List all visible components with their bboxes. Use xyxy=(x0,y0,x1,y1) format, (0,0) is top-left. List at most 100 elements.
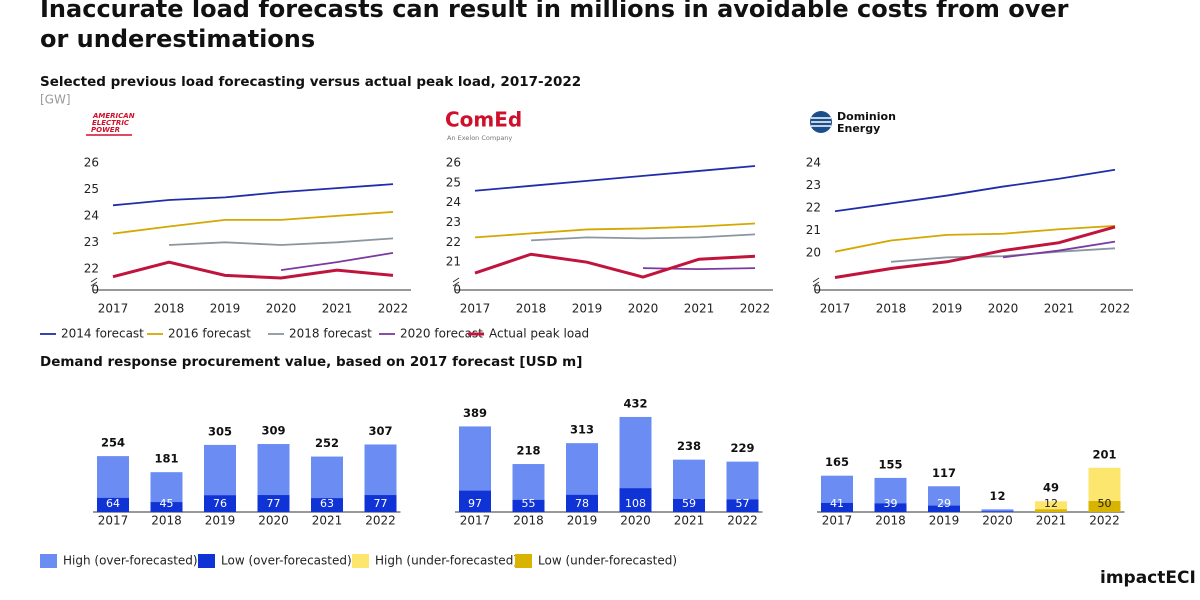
logo-icon-lines xyxy=(811,117,831,127)
bar xyxy=(204,495,236,512)
series-line xyxy=(280,252,394,271)
bar-value-label: 49 xyxy=(1043,481,1059,495)
axis-break xyxy=(452,277,460,287)
y-tick-label: 24 xyxy=(84,208,99,222)
bar-value-label: 313 xyxy=(570,423,594,437)
bar-value-label: 307 xyxy=(368,424,392,438)
bar-value-label: 57 xyxy=(736,497,750,510)
x-tick-label: 2019 xyxy=(932,302,963,316)
bar-value-label: 305 xyxy=(208,424,232,438)
legend-swatch xyxy=(352,554,369,568)
bar xyxy=(97,497,129,512)
x-tick-label: 2022 xyxy=(740,302,771,316)
x-tick-label: 2020 xyxy=(258,514,289,528)
bar-value-label: 77 xyxy=(267,497,281,510)
bar-value-label: 108 xyxy=(625,497,646,510)
legend-label: Low (over-forecasted) xyxy=(221,554,352,568)
legend-label: 2016 forecast xyxy=(168,327,251,341)
bar xyxy=(673,499,705,512)
logo-text: Dominion xyxy=(837,110,896,123)
x-tick-label: 2020 xyxy=(988,302,1019,316)
x-tick-label: 2017 xyxy=(822,514,853,528)
x-tick-label: 2020 xyxy=(982,514,1013,528)
bar-value-label: 64 xyxy=(106,497,120,510)
legend-swatch xyxy=(515,554,532,568)
bar xyxy=(981,511,1014,512)
legend-label: High (over-forecasted) xyxy=(63,554,198,568)
y-tick-label: 0 xyxy=(453,283,461,297)
series-line xyxy=(1002,240,1116,259)
legend-label: 2014 forecast xyxy=(61,327,144,341)
bar xyxy=(928,505,960,512)
bar-value-label: 389 xyxy=(463,406,487,420)
series-line xyxy=(474,165,756,192)
x-tick-label: 2017 xyxy=(820,302,851,316)
page-title: Inaccurate load forecasts can result in … xyxy=(40,0,1069,53)
legend-label: High (under-forecasted) xyxy=(375,554,518,568)
y-tick-label: 26 xyxy=(84,156,99,170)
bar-value-label: 254 xyxy=(101,436,125,450)
axis-break xyxy=(90,277,98,287)
x-tick-label: 2018 xyxy=(875,514,906,528)
brand: impactECI xyxy=(1100,568,1196,588)
y-tick-label: 21 xyxy=(446,255,461,269)
bar-value-label: 155 xyxy=(878,457,902,471)
legend-label: 2020 forecast xyxy=(400,327,483,341)
y-tick-label: 25 xyxy=(446,175,461,189)
x-tick-label: 2021 xyxy=(1036,514,1067,528)
bar xyxy=(311,498,343,512)
bar-value-label: 12 xyxy=(1044,497,1058,510)
bar xyxy=(512,499,545,512)
legend-label: Actual peak load xyxy=(489,327,589,341)
logo-aep: AMERICAN ELECTRIC POWER xyxy=(86,112,135,136)
series-line xyxy=(834,225,1116,279)
bar xyxy=(726,499,759,512)
bar-value-label: 432 xyxy=(623,396,647,410)
x-tick-label: 2019 xyxy=(567,514,598,528)
legend-label: 2018 forecast xyxy=(289,327,372,341)
bar-value-label: 55 xyxy=(522,497,536,510)
x-tick-label: 2021 xyxy=(1044,302,1075,316)
y-tick-label: 25 xyxy=(84,182,99,196)
series-line xyxy=(530,233,756,242)
y-tick-label: 22 xyxy=(806,200,821,214)
y-tick-label: 22 xyxy=(446,235,461,249)
series-line xyxy=(112,183,394,207)
bar-value-label: 117 xyxy=(932,466,956,480)
bar-value-label: 39 xyxy=(884,497,898,510)
x-tick-label: 2022 xyxy=(365,514,396,528)
bar xyxy=(566,494,598,512)
bar-value-label: 77 xyxy=(374,497,388,510)
bar-value-label: 201 xyxy=(1092,447,1116,461)
logo-comed: ComEd An Exelon Company xyxy=(445,108,522,143)
logo-tagline: An Exelon Company xyxy=(447,134,512,142)
bar-value-label: 63 xyxy=(320,497,334,510)
section-title: Selected previous load forecasting versu… xyxy=(40,74,581,90)
bar xyxy=(150,502,183,512)
legend-swatch xyxy=(40,554,57,568)
series-line xyxy=(474,252,756,279)
series-line xyxy=(474,222,756,239)
y-tick-label: 23 xyxy=(446,215,461,229)
series-line xyxy=(168,237,394,246)
logo-text: POWER xyxy=(91,126,120,134)
x-tick-label: 2018 xyxy=(876,302,907,316)
y-tick-label: 24 xyxy=(806,156,821,170)
y-tick-label: 20 xyxy=(806,245,821,259)
x-tick-label: 2020 xyxy=(266,302,297,316)
x-tick-label: 2021 xyxy=(674,514,705,528)
y-tick-label: 0 xyxy=(91,283,99,297)
y-tick-label: 22 xyxy=(84,261,99,275)
logo-text: AMERICAN xyxy=(92,112,135,120)
bar-value-label: 50 xyxy=(1098,497,1112,510)
bar xyxy=(1088,501,1121,512)
bar-value-label: 78 xyxy=(575,497,589,510)
x-tick-label: 2021 xyxy=(322,302,353,316)
bar-value-label: 181 xyxy=(154,452,178,466)
x-tick-label: 2018 xyxy=(513,514,544,528)
bar-value-label: 12 xyxy=(989,489,1005,503)
bar-value-label: 3 xyxy=(994,497,1001,510)
bar-value-label: 97 xyxy=(468,497,482,510)
